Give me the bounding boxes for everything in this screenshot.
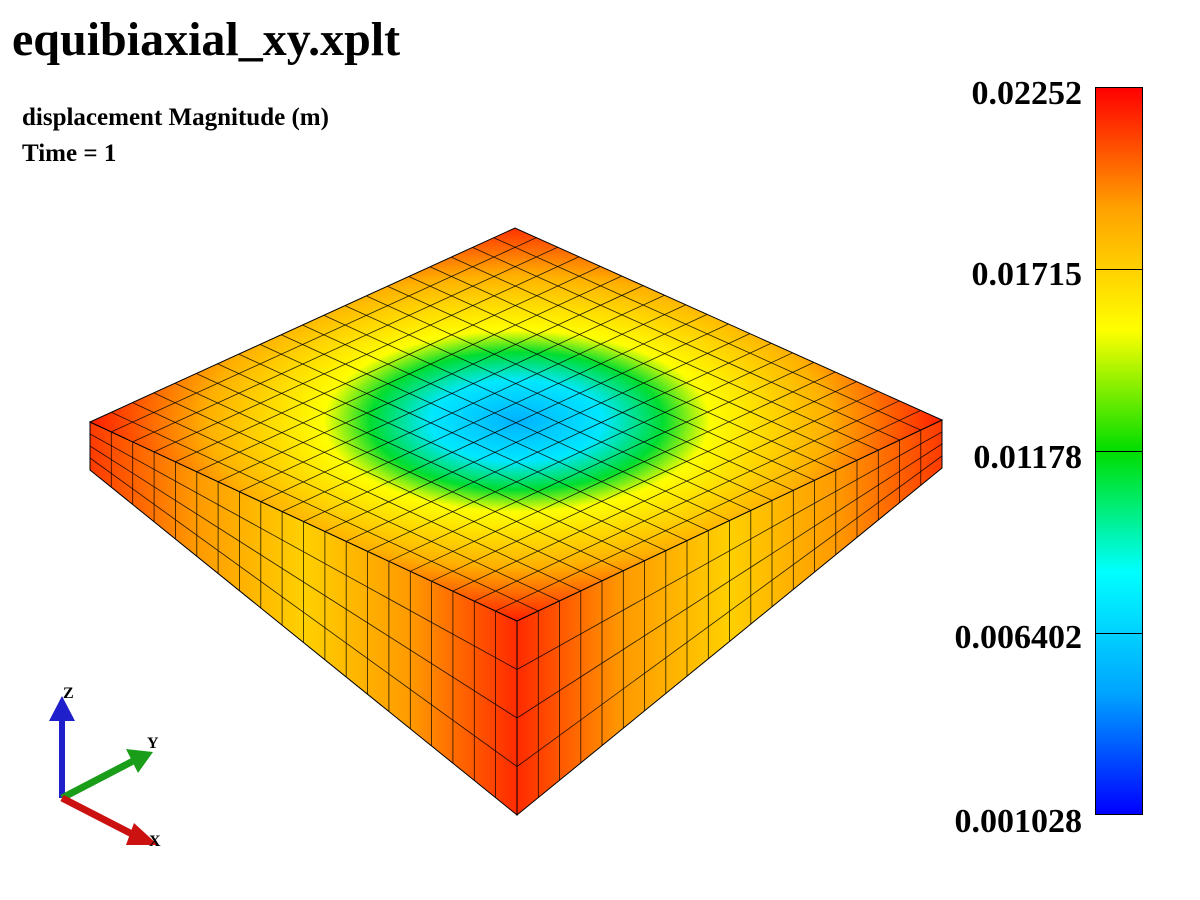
mesh-edge (495, 410, 921, 612)
plot-title: equibiaxial_xy.xplt (12, 13, 401, 66)
legend-label-2: 0.01715 (971, 256, 1083, 293)
mesh-edge (89, 457, 518, 767)
mesh-edge (431, 381, 857, 582)
x-axis-arrow (60, 794, 158, 845)
mesh-edge (324, 333, 751, 532)
mesh-edge (429, 266, 858, 461)
mesh-edge (366, 295, 794, 491)
mesh-edge (516, 443, 943, 719)
legend-label-4: 0.006402 (954, 619, 1083, 656)
axis-triad: Z Y X (49, 685, 161, 850)
z-axis-label: Z (63, 685, 74, 702)
mesh-edge (408, 276, 836, 471)
mesh-edge (516, 431, 943, 670)
mesh-edge (516, 455, 943, 767)
mesh-edge (410, 371, 836, 572)
legend-tick (1095, 451, 1143, 452)
x-axis-label: X (149, 833, 161, 850)
legend-label-3: 0.01178 (973, 439, 1082, 476)
mesh-edge (344, 305, 773, 501)
field-label: displacement Magnitude (m) (22, 104, 329, 131)
mesh-edge (89, 445, 518, 719)
mesh-edge (323, 314, 751, 511)
y-axis-label: Y (147, 735, 159, 752)
legend-tick (1095, 269, 1143, 270)
mesh-edge (493, 237, 921, 431)
mesh-grid-lines (89, 237, 943, 798)
legend-label-max: 0.02252 (971, 75, 1083, 112)
mesh-top-face (88, 227, 944, 622)
mesh-edge (474, 400, 900, 602)
mesh-edge (346, 342, 772, 542)
legend-label-min: 0.001028 (954, 803, 1083, 840)
legend-tick (1095, 633, 1143, 634)
mesh-edge (472, 247, 900, 441)
mesh-edge (89, 433, 518, 670)
z-axis-arrow (49, 696, 75, 798)
mesh-edge (303, 323, 729, 522)
mesh-edge (367, 352, 793, 552)
mesh-plate (88, 227, 944, 817)
mesh-edge (451, 256, 879, 451)
mesh-edge (388, 362, 815, 562)
mesh-edge (452, 390, 879, 592)
time-label: Time = 1 (22, 140, 117, 167)
mesh-edge (387, 285, 815, 481)
y-axis-arrow (60, 749, 153, 802)
